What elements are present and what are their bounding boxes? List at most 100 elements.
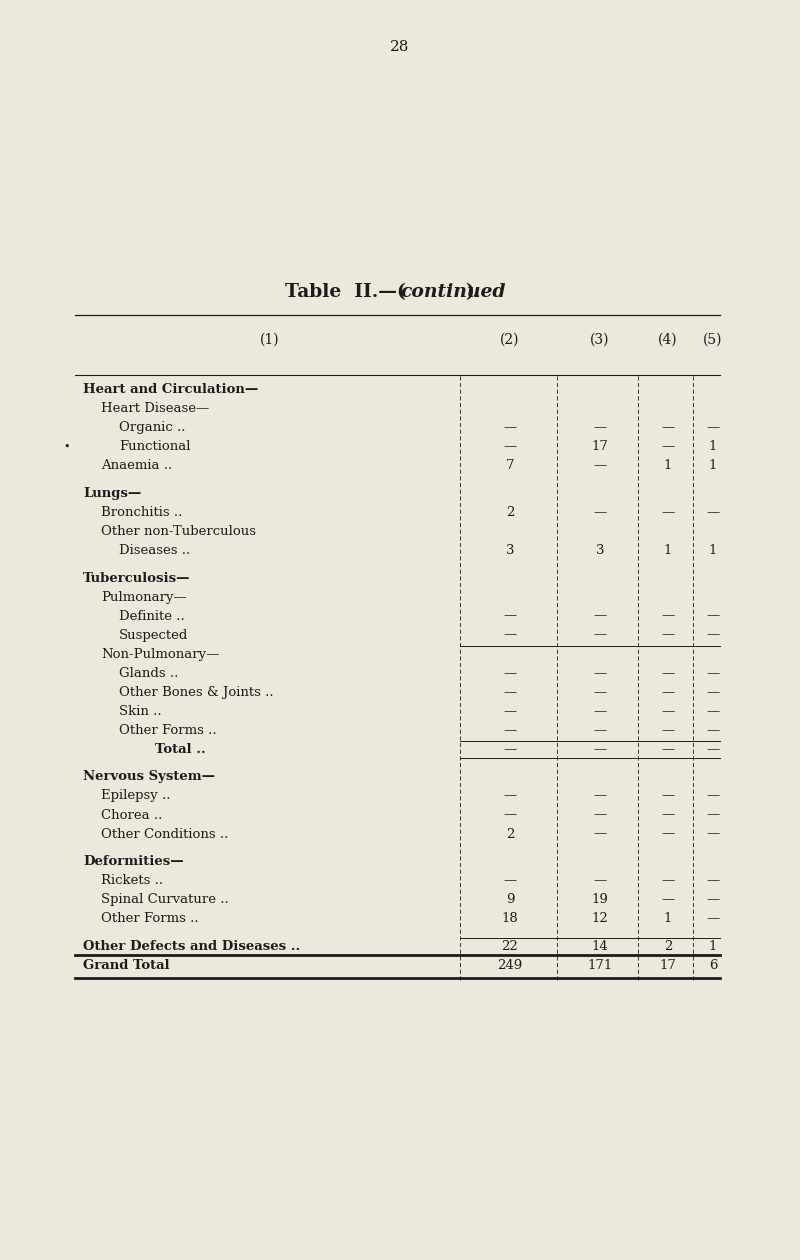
Text: Deformities—: Deformities— bbox=[83, 856, 184, 868]
Text: —: — bbox=[706, 421, 720, 433]
Text: —: — bbox=[503, 610, 517, 622]
Text: (3): (3) bbox=[590, 333, 610, 347]
Text: —: — bbox=[662, 743, 674, 756]
Text: Chorea ..: Chorea .. bbox=[101, 809, 162, 822]
Text: —: — bbox=[594, 667, 606, 679]
Text: —: — bbox=[594, 704, 606, 718]
Text: Other Bones & Joints ..: Other Bones & Joints .. bbox=[119, 685, 274, 699]
Text: —: — bbox=[662, 505, 674, 519]
Text: —: — bbox=[503, 667, 517, 679]
Text: —: — bbox=[662, 629, 674, 641]
Text: 12: 12 bbox=[592, 912, 608, 925]
Text: —: — bbox=[594, 874, 606, 887]
Text: Other Forms ..: Other Forms .. bbox=[101, 912, 198, 925]
Text: —: — bbox=[662, 421, 674, 433]
Text: —: — bbox=[706, 629, 720, 641]
Text: —: — bbox=[706, 828, 720, 840]
Text: —: — bbox=[662, 440, 674, 454]
Text: —: — bbox=[706, 723, 720, 737]
Text: Bronchitis ..: Bronchitis .. bbox=[101, 505, 182, 519]
Text: 17: 17 bbox=[591, 440, 609, 454]
Text: Rickets ..: Rickets .. bbox=[101, 874, 163, 887]
Text: Epilepsy ..: Epilepsy .. bbox=[101, 790, 170, 803]
Text: —: — bbox=[594, 459, 606, 472]
Text: 22: 22 bbox=[502, 940, 518, 953]
Text: (4): (4) bbox=[658, 333, 678, 347]
Text: Heart Disease—: Heart Disease— bbox=[101, 402, 210, 415]
Text: 17: 17 bbox=[659, 959, 677, 971]
Text: —: — bbox=[706, 704, 720, 718]
Text: 2: 2 bbox=[506, 828, 514, 840]
Text: 14: 14 bbox=[592, 940, 608, 953]
Text: (5): (5) bbox=[703, 333, 722, 347]
Text: Other non-Tuberculous: Other non-Tuberculous bbox=[101, 525, 256, 538]
Text: —: — bbox=[594, 790, 606, 803]
Text: Spinal Curvature ..: Spinal Curvature .. bbox=[101, 893, 229, 906]
Text: —: — bbox=[503, 685, 517, 699]
Text: —: — bbox=[662, 809, 674, 822]
Text: —: — bbox=[503, 809, 517, 822]
Text: —: — bbox=[594, 809, 606, 822]
Text: —: — bbox=[594, 505, 606, 519]
Text: —: — bbox=[503, 421, 517, 433]
Text: —: — bbox=[662, 893, 674, 906]
Text: 1: 1 bbox=[664, 912, 672, 925]
Text: —: — bbox=[503, 440, 517, 454]
Text: —: — bbox=[706, 685, 720, 699]
Text: Grand Total: Grand Total bbox=[83, 959, 170, 971]
Text: 171: 171 bbox=[587, 959, 613, 971]
Text: Non-Pulmonary—: Non-Pulmonary— bbox=[101, 648, 219, 660]
Text: —: — bbox=[662, 828, 674, 840]
Text: 2: 2 bbox=[664, 940, 672, 953]
Text: Total ..: Total .. bbox=[155, 743, 206, 756]
Text: Table  II.—(: Table II.—( bbox=[285, 284, 406, 301]
Text: 9: 9 bbox=[506, 893, 514, 906]
Text: —: — bbox=[503, 723, 517, 737]
Text: Pulmonary—: Pulmonary— bbox=[101, 591, 186, 604]
Text: Functional: Functional bbox=[119, 440, 190, 454]
Text: Organic ..: Organic .. bbox=[119, 421, 186, 433]
Text: 3: 3 bbox=[506, 544, 514, 557]
Text: 1: 1 bbox=[664, 459, 672, 472]
Text: Skin ..: Skin .. bbox=[119, 704, 162, 718]
Text: continued: continued bbox=[400, 284, 506, 301]
Text: Other Conditions ..: Other Conditions .. bbox=[101, 828, 228, 840]
Text: —: — bbox=[594, 723, 606, 737]
Text: 7: 7 bbox=[506, 459, 514, 472]
Text: —: — bbox=[594, 743, 606, 756]
Text: 1: 1 bbox=[664, 544, 672, 557]
Text: —: — bbox=[706, 912, 720, 925]
Text: Definite ..: Definite .. bbox=[119, 610, 185, 622]
Text: —: — bbox=[594, 421, 606, 433]
Text: —: — bbox=[594, 685, 606, 699]
Text: 6: 6 bbox=[709, 959, 718, 971]
Text: 19: 19 bbox=[591, 893, 609, 906]
Text: Lungs—: Lungs— bbox=[83, 486, 142, 500]
Text: 18: 18 bbox=[502, 912, 518, 925]
Text: Other Defects and Diseases ..: Other Defects and Diseases .. bbox=[83, 940, 300, 953]
Text: ).: ). bbox=[465, 284, 480, 301]
Text: •: • bbox=[63, 441, 70, 451]
Text: 1: 1 bbox=[709, 459, 717, 472]
Text: 1: 1 bbox=[709, 440, 717, 454]
Text: 1: 1 bbox=[709, 544, 717, 557]
Text: —: — bbox=[662, 704, 674, 718]
Text: —: — bbox=[706, 610, 720, 622]
Text: Heart and Circulation—: Heart and Circulation— bbox=[83, 383, 258, 396]
Text: Diseases ..: Diseases .. bbox=[119, 544, 190, 557]
Text: —: — bbox=[706, 893, 720, 906]
Text: —: — bbox=[503, 629, 517, 641]
Text: Tuberculosis—: Tuberculosis— bbox=[83, 572, 190, 585]
Text: —: — bbox=[662, 790, 674, 803]
Text: —: — bbox=[662, 667, 674, 679]
Text: —: — bbox=[706, 809, 720, 822]
Text: —: — bbox=[662, 723, 674, 737]
Text: —: — bbox=[662, 874, 674, 887]
Text: Suspected: Suspected bbox=[119, 629, 188, 641]
Text: —: — bbox=[662, 610, 674, 622]
Text: 28: 28 bbox=[390, 40, 410, 54]
Text: Glands ..: Glands .. bbox=[119, 667, 178, 679]
Text: (1): (1) bbox=[260, 333, 280, 347]
Text: —: — bbox=[503, 704, 517, 718]
Text: —: — bbox=[706, 505, 720, 519]
